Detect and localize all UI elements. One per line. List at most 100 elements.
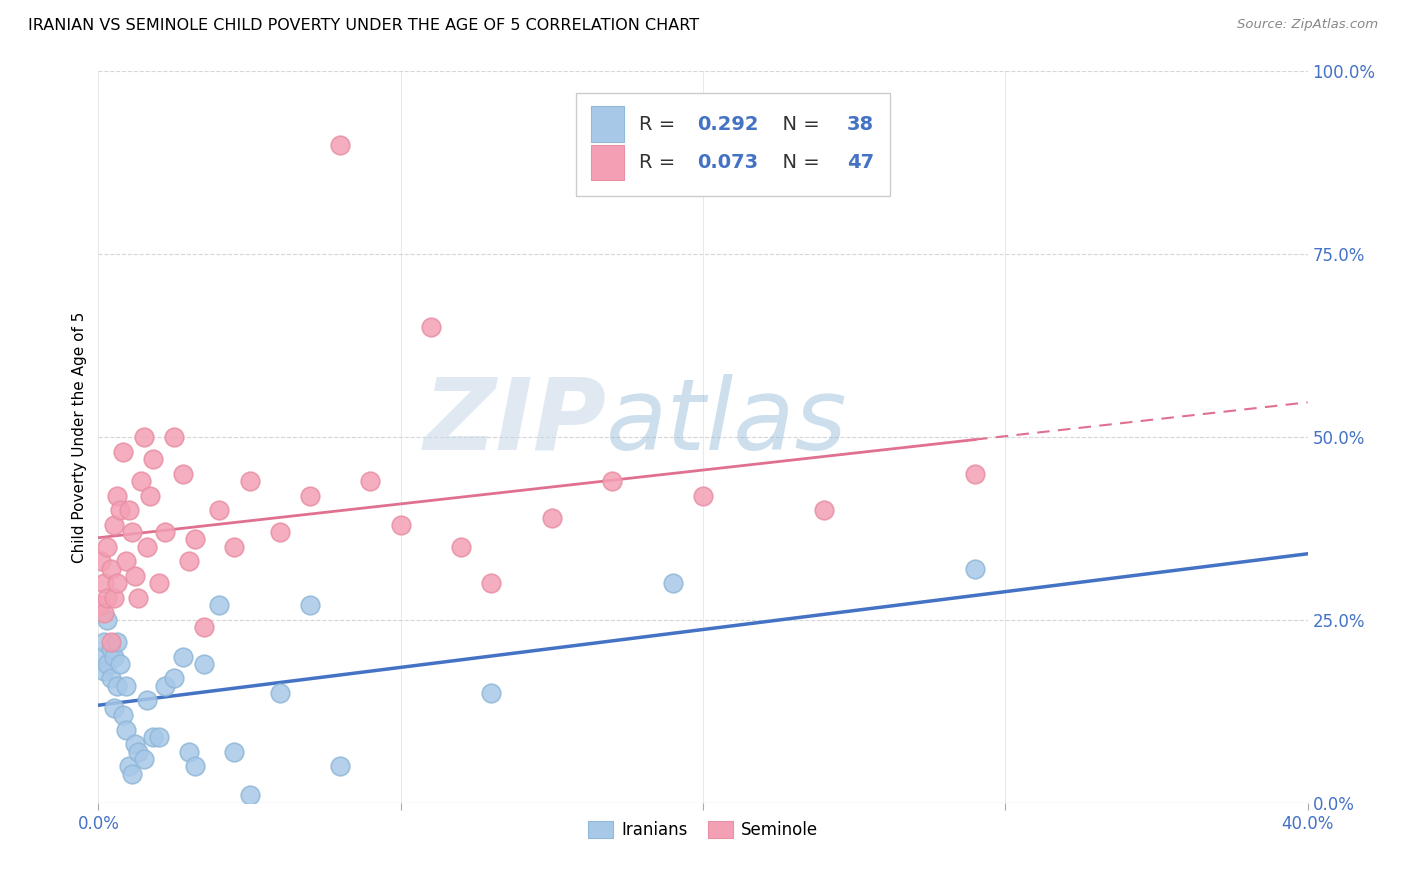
Point (142, 730, 165, 744)
Point (481, 576, 503, 591)
Point (114, 554, 136, 568)
Point (602, 474, 624, 488)
Point (132, 430, 155, 444)
Point (269, 686, 291, 700)
Point (193, 657, 215, 671)
Point (96, 591, 118, 605)
Point (208, 599, 231, 613)
Point (148, 576, 170, 591)
Point (111, 708, 134, 723)
Point (100, 672, 122, 686)
Point (114, 679, 136, 693)
Point (103, 591, 125, 605)
Point (124, 737, 146, 751)
Text: N =: N = (769, 114, 825, 134)
Point (142, 452, 165, 467)
Point (103, 649, 125, 664)
Point (121, 525, 143, 540)
Point (269, 525, 291, 540)
Point (813, 503, 835, 517)
Point (208, 503, 231, 517)
Point (299, 489, 322, 503)
Point (118, 503, 141, 517)
Point (965, 467, 987, 481)
Text: R =: R = (638, 153, 682, 172)
Point (100, 635, 122, 649)
Text: ZIP: ZIP (423, 374, 606, 471)
Point (184, 533, 207, 547)
Text: 0.292: 0.292 (697, 114, 758, 134)
Point (661, 576, 683, 591)
Point (124, 569, 146, 583)
Point (132, 752, 155, 766)
Text: Source: ZipAtlas.com: Source: ZipAtlas.com (1237, 18, 1378, 31)
Point (114, 723, 136, 737)
Text: 38: 38 (846, 114, 875, 134)
Point (129, 474, 152, 488)
Point (389, 517, 412, 532)
Point (329, 759, 352, 773)
Point (111, 444, 134, 458)
Point (148, 730, 170, 744)
Bar (591, 106, 624, 142)
Text: 0.073: 0.073 (697, 153, 758, 172)
Point (163, 672, 186, 686)
Point (163, 430, 186, 444)
Point (100, 642, 122, 657)
Point (93, 635, 115, 649)
Point (105, 489, 128, 503)
Point (96, 540, 118, 554)
Point (179, 554, 201, 568)
Point (224, 745, 246, 759)
Point (108, 657, 131, 671)
Point (239, 474, 262, 488)
Point (239, 789, 262, 803)
Bar (576, 94, 890, 195)
Point (135, 693, 157, 707)
Legend: Iranians, Seminole: Iranians, Seminole (581, 814, 825, 846)
Point (965, 562, 987, 576)
Text: atlas: atlas (606, 374, 848, 471)
Point (179, 745, 201, 759)
Text: R =: R = (638, 114, 682, 134)
Point (90, 599, 112, 613)
Text: 47: 47 (846, 153, 875, 172)
Point (127, 745, 149, 759)
Point (93, 576, 115, 591)
Point (105, 679, 128, 693)
Point (172, 649, 194, 664)
Bar (591, 145, 624, 180)
Point (105, 635, 128, 649)
Point (450, 540, 472, 554)
Point (329, 137, 352, 152)
Point (135, 540, 157, 554)
Point (153, 679, 176, 693)
Point (127, 591, 149, 605)
Point (100, 562, 122, 576)
Point (93, 664, 115, 678)
Text: N =: N = (769, 153, 825, 172)
Point (692, 489, 714, 503)
Point (96, 613, 118, 627)
Y-axis label: Child Poverty Under the Age of 5: Child Poverty Under the Age of 5 (72, 311, 87, 563)
Text: IRANIAN VS SEMINOLE CHILD POVERTY UNDER THE AGE OF 5 CORRELATION CHART: IRANIAN VS SEMINOLE CHILD POVERTY UNDER … (28, 18, 699, 33)
Point (360, 474, 382, 488)
Point (481, 686, 503, 700)
Point (172, 467, 194, 481)
Point (103, 700, 125, 714)
Point (93, 606, 115, 620)
Point (540, 510, 562, 524)
Point (139, 489, 162, 503)
Point (90, 649, 112, 664)
Point (193, 620, 215, 634)
Point (420, 320, 443, 334)
Point (299, 599, 322, 613)
Point (153, 525, 176, 540)
Point (90, 554, 112, 568)
Point (224, 540, 246, 554)
Point (105, 576, 128, 591)
Point (118, 759, 141, 773)
Point (184, 759, 207, 773)
Point (96, 657, 118, 671)
Point (103, 517, 125, 532)
